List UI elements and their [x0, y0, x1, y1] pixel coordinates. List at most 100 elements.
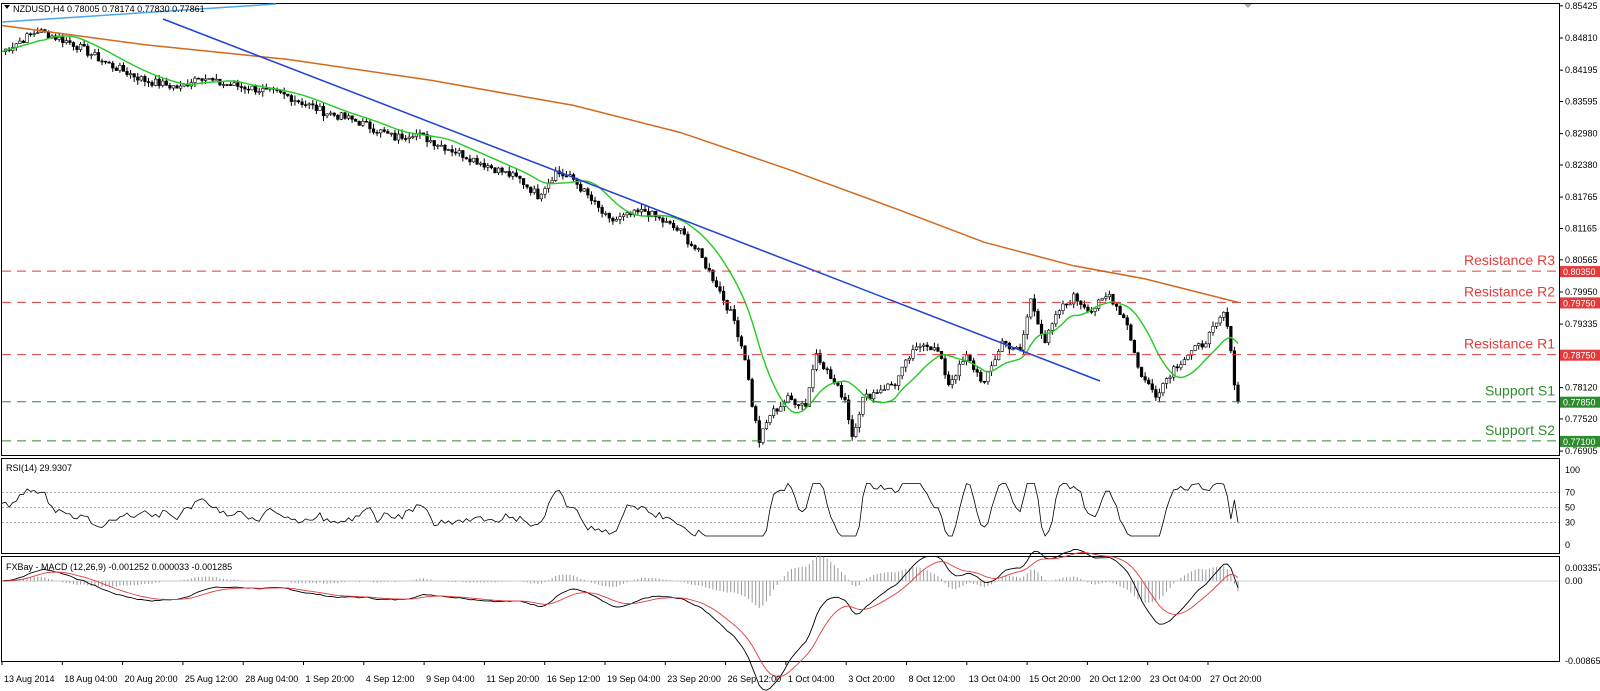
candle-body — [93, 52, 97, 55]
candle-body — [350, 115, 354, 120]
candle-body — [396, 133, 401, 141]
shift-marker-icon — [1244, 4, 1252, 8]
candle-body — [175, 85, 179, 89]
candle-body — [714, 280, 719, 287]
candle-body — [1072, 293, 1076, 305]
candle-body — [25, 33, 29, 43]
candle-body — [214, 78, 218, 81]
candle-body — [525, 184, 529, 188]
level-label-3: Resistance R1 — [1464, 336, 1555, 352]
candle-body — [907, 357, 911, 361]
candle-body — [1064, 303, 1069, 306]
candle-body — [797, 404, 801, 406]
x-tick-label: 9 Sep 04:00 — [426, 674, 475, 684]
candle-body — [1147, 379, 1151, 385]
price-tick-label: 0.84195 — [1565, 65, 1598, 75]
candle-body — [114, 67, 118, 71]
rsi-tick-label: 70 — [1565, 488, 1575, 498]
candle-body — [650, 210, 654, 217]
candle-body — [221, 84, 226, 86]
candle-body — [1161, 383, 1165, 394]
candle-body — [28, 33, 33, 36]
level-label-4: Support S1 — [1485, 383, 1555, 399]
candle-body — [339, 112, 343, 120]
candle-body — [1225, 311, 1229, 327]
rsi-panel — [1, 458, 1560, 554]
candle-body — [1214, 322, 1219, 327]
candle-body — [582, 188, 586, 192]
candle-body — [668, 221, 672, 224]
candle-body — [639, 208, 644, 213]
candle-body — [857, 414, 861, 428]
candle-body — [254, 85, 258, 93]
candle-body — [696, 248, 701, 250]
x-tick-label: 23 Oct 04:00 — [1150, 674, 1202, 684]
candle-body — [1150, 383, 1154, 390]
candle-body — [847, 399, 851, 420]
candle-body — [679, 228, 683, 231]
candle-body — [425, 134, 429, 143]
candle-body — [61, 36, 65, 43]
candle-body — [786, 395, 790, 404]
candle-body — [739, 336, 744, 347]
candle-body — [236, 82, 240, 87]
candle-body — [607, 213, 611, 219]
level-tag-text-3: 0.78750 — [1563, 351, 1596, 361]
candle-body — [146, 81, 151, 83]
candle-body — [364, 120, 368, 123]
candle-body — [454, 151, 458, 154]
candle-body — [379, 129, 383, 134]
candle-body — [586, 188, 590, 196]
candle-body — [986, 370, 990, 382]
candle-body — [1043, 333, 1047, 343]
candle-body — [529, 186, 533, 193]
candle-body — [443, 144, 447, 151]
candle-body — [1107, 293, 1111, 298]
candle-body — [486, 165, 490, 168]
candle-body — [825, 368, 829, 371]
candle-body — [446, 149, 451, 151]
candle-body — [261, 87, 265, 92]
candle-body — [1125, 317, 1129, 326]
candle-body — [614, 219, 619, 222]
candle-body — [57, 36, 61, 40]
x-tick-label: 13 Aug 2014 — [4, 674, 55, 684]
candle-body — [793, 399, 797, 405]
x-tick-label: 26 Sep 12:00 — [728, 674, 782, 684]
candle-body — [1207, 331, 1212, 345]
candle-body — [918, 345, 922, 348]
candle-body — [461, 150, 465, 158]
candle-body — [579, 184, 583, 192]
candle-body — [968, 354, 972, 362]
x-tick-label: 25 Aug 12:00 — [185, 674, 238, 684]
candle-body — [736, 320, 740, 338]
candle-body — [246, 88, 251, 91]
candle-body — [111, 62, 115, 69]
rsi-tick-label: 30 — [1565, 518, 1575, 528]
x-tick-label: 18 Aug 04:00 — [64, 674, 117, 684]
candle-body — [436, 145, 440, 147]
candle-body — [1039, 323, 1044, 335]
candle-body — [232, 82, 236, 86]
candle-body — [107, 61, 111, 64]
candle-body — [1022, 334, 1026, 351]
candle-body — [382, 129, 386, 132]
candle-body — [1054, 314, 1058, 325]
candle-body — [1097, 299, 1101, 309]
x-tick-label: 15 Oct 20:00 — [1029, 674, 1081, 684]
candle-body — [604, 213, 608, 215]
candle-body — [682, 228, 686, 235]
candle-body — [889, 383, 894, 386]
level-tag-text-2: 0.79750 — [1563, 298, 1596, 308]
x-tick-label: 28 Aug 04:00 — [245, 674, 298, 684]
candle-body — [814, 353, 819, 370]
candle-body — [950, 379, 954, 385]
candle-body — [282, 92, 286, 95]
candle-body — [143, 76, 147, 82]
price-tick-label: 0.78120 — [1565, 383, 1598, 393]
candle-body — [78, 43, 83, 50]
candle-body — [257, 91, 261, 93]
candle-body — [21, 40, 26, 43]
candle-body — [850, 419, 854, 437]
